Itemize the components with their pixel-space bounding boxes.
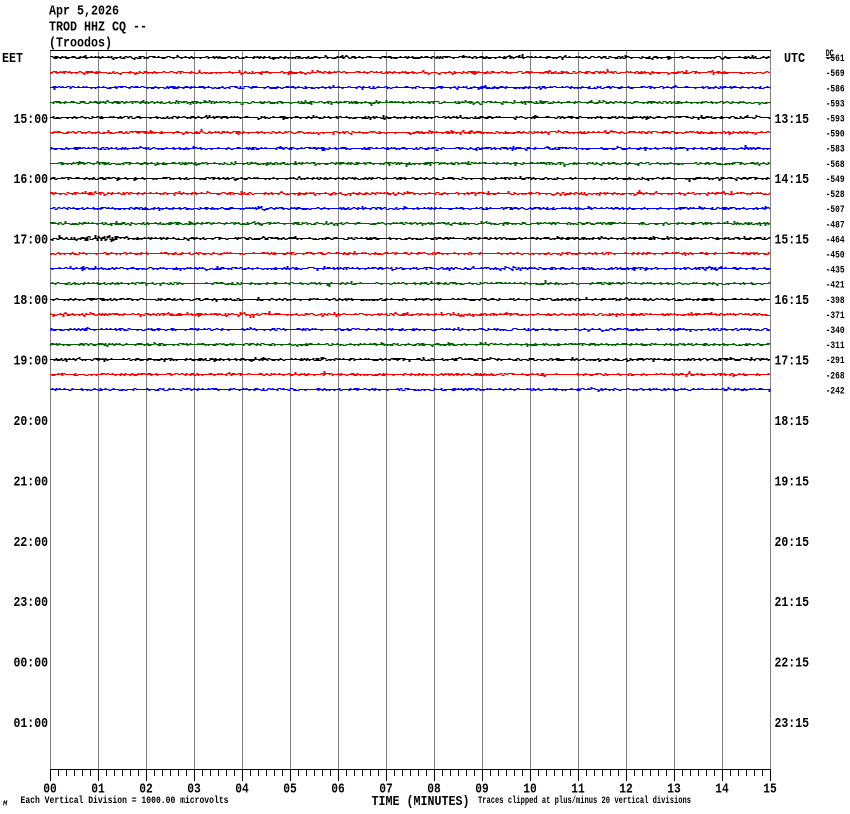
svg-text:-291: -291 bbox=[826, 356, 845, 367]
svg-text:-507: -507 bbox=[826, 205, 845, 216]
svg-text:13:15: 13:15 bbox=[775, 112, 810, 128]
svg-text:17:15: 17:15 bbox=[775, 354, 810, 370]
svg-text:-450: -450 bbox=[826, 251, 845, 262]
svg-text:-528: -528 bbox=[826, 190, 845, 201]
svg-text:16:15: 16:15 bbox=[775, 293, 810, 309]
svg-text:11: 11 bbox=[571, 781, 585, 797]
svg-text:18:15: 18:15 bbox=[775, 414, 810, 430]
svg-text:19:00: 19:00 bbox=[14, 354, 49, 370]
svg-text:12: 12 bbox=[619, 781, 633, 797]
svg-text:15:15: 15:15 bbox=[775, 233, 810, 249]
svg-text:-421: -421 bbox=[826, 281, 845, 292]
svg-text:-268: -268 bbox=[826, 371, 845, 382]
svg-text:00:00: 00:00 bbox=[14, 656, 49, 672]
svg-text:23:15: 23:15 bbox=[775, 716, 810, 732]
svg-text:DC: DC bbox=[826, 49, 834, 60]
svg-text:-487: -487 bbox=[826, 220, 845, 231]
svg-text:01: 01 bbox=[91, 781, 105, 797]
svg-text:-583: -583 bbox=[826, 145, 845, 156]
svg-text:-568: -568 bbox=[826, 160, 845, 171]
svg-text:(Troodos): (Troodos) bbox=[49, 36, 112, 52]
svg-text:-311: -311 bbox=[826, 341, 845, 352]
svg-text:Each Vertical Division = 1000.: Each Vertical Division = 1000.00 microvo… bbox=[21, 795, 229, 807]
svg-text:Traces clipped at plus/minus 2: Traces clipped at plus/minus 20 vertical… bbox=[478, 795, 691, 807]
svg-text:-593: -593 bbox=[826, 115, 845, 126]
svg-text:16:00: 16:00 bbox=[14, 172, 49, 188]
svg-text:-242: -242 bbox=[826, 386, 845, 397]
svg-text:13: 13 bbox=[667, 781, 681, 797]
svg-text:15: 15 bbox=[763, 781, 777, 797]
svg-text:14: 14 bbox=[715, 781, 729, 797]
svg-text:-464: -464 bbox=[826, 235, 845, 246]
svg-text:18:00: 18:00 bbox=[14, 293, 49, 309]
svg-text:-561: -561 bbox=[826, 54, 845, 65]
svg-text:TROD HHZ CQ --: TROD HHZ CQ -- bbox=[49, 20, 147, 36]
svg-text:04: 04 bbox=[235, 781, 249, 797]
svg-text:20:00: 20:00 bbox=[14, 414, 49, 430]
svg-text:09: 09 bbox=[475, 781, 489, 797]
svg-text:01:00: 01:00 bbox=[14, 716, 49, 732]
svg-text:EET: EET bbox=[2, 51, 23, 67]
svg-text:-340: -340 bbox=[826, 326, 845, 337]
svg-text:TIME (MINUTES): TIME (MINUTES) bbox=[372, 794, 470, 810]
svg-text:02: 02 bbox=[139, 781, 153, 797]
svg-text:-586: -586 bbox=[826, 84, 845, 95]
svg-text:Apr 5,2026: Apr 5,2026 bbox=[49, 3, 119, 19]
svg-text:22:00: 22:00 bbox=[14, 535, 49, 551]
svg-text:-549: -549 bbox=[826, 175, 845, 186]
svg-text:06: 06 bbox=[331, 781, 345, 797]
svg-text:-398: -398 bbox=[826, 296, 845, 307]
svg-text:03: 03 bbox=[187, 781, 201, 797]
svg-text:23:00: 23:00 bbox=[14, 595, 49, 611]
svg-text:00: 00 bbox=[43, 781, 57, 797]
svg-text:19:15: 19:15 bbox=[775, 474, 810, 490]
svg-text:21:00: 21:00 bbox=[14, 474, 49, 490]
svg-text:-435: -435 bbox=[826, 266, 845, 277]
svg-text:10: 10 bbox=[523, 781, 537, 797]
svg-text:UTC: UTC bbox=[784, 51, 805, 67]
svg-text:15:00: 15:00 bbox=[14, 112, 49, 128]
svg-text:-590: -590 bbox=[826, 130, 845, 141]
svg-text:-569: -569 bbox=[826, 69, 845, 80]
svg-text:05: 05 bbox=[283, 781, 297, 797]
svg-text:-371: -371 bbox=[826, 311, 845, 322]
svg-text:20:15: 20:15 bbox=[775, 535, 810, 551]
svg-text:21:15: 21:15 bbox=[775, 595, 810, 611]
svg-text:17:00: 17:00 bbox=[14, 233, 49, 249]
svg-text:M: M bbox=[2, 801, 8, 809]
svg-text:07: 07 bbox=[379, 781, 393, 797]
svg-text:08: 08 bbox=[427, 781, 441, 797]
svg-text:-593: -593 bbox=[826, 99, 845, 110]
svg-text:22:15: 22:15 bbox=[775, 656, 810, 672]
svg-text:14:15: 14:15 bbox=[775, 172, 810, 188]
